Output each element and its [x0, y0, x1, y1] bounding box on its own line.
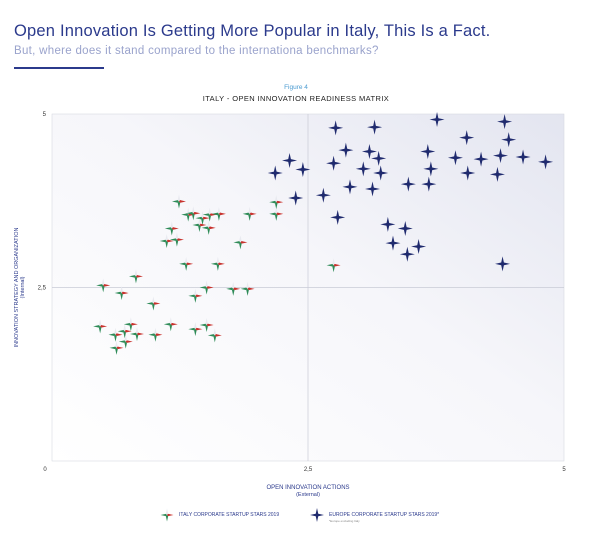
italy-point [188, 322, 203, 337]
italy-point [171, 194, 186, 209]
italy-point [179, 256, 194, 271]
europe-point [493, 148, 509, 164]
italy-point [211, 206, 226, 221]
title-underline [14, 67, 104, 69]
italy-point [159, 234, 174, 249]
europe-point [538, 154, 554, 170]
europe-point [326, 155, 342, 171]
italy-point [128, 269, 143, 284]
legend-europe-marker [310, 508, 324, 522]
page-subtitle: But, where does it stand compared to the… [14, 45, 379, 57]
x-tick-label: 0 [43, 467, 47, 473]
italy-point [240, 281, 255, 296]
italy-point [109, 340, 124, 355]
europe-point [288, 190, 304, 206]
europe-point [385, 235, 401, 251]
italy-point [117, 324, 132, 339]
europe-point [421, 176, 437, 192]
italy-point [146, 296, 161, 311]
chart-title: ITALY - OPEN INNOVATION READINESS MATRIX [202, 94, 390, 103]
europe-point [338, 142, 354, 158]
europe-point [473, 151, 489, 167]
italy-point [114, 286, 129, 301]
italy-point [164, 221, 179, 236]
europe-point [460, 165, 476, 181]
europe-point [367, 119, 383, 135]
x-axis-label: OPEN INNOVATION ACTIONS [266, 485, 349, 491]
italy-point [169, 232, 184, 247]
europe-point [365, 181, 381, 197]
europe-point [429, 112, 445, 128]
europe-point [420, 143, 436, 159]
italy-point [199, 317, 214, 332]
y-axis-sublabel: (Internal) [20, 276, 26, 298]
italy-point [188, 288, 203, 303]
italy-point [118, 334, 133, 349]
italy-point [96, 278, 111, 293]
y-tick-label: 5 [43, 112, 47, 118]
y-tick-label: 2,5 [38, 286, 47, 292]
italy-point [269, 195, 284, 210]
x-tick-label: 2,5 [304, 467, 313, 473]
europe-point [267, 165, 283, 181]
y-axis-label: INNOVATION STRATEGY AND ORGANIZATION [14, 228, 20, 348]
europe-point [328, 120, 344, 136]
italy-point [123, 317, 138, 332]
italy-point [201, 220, 216, 235]
italy-point [192, 218, 207, 233]
italy-point [242, 206, 257, 221]
europe-point [495, 256, 511, 272]
scatter-chart: 0 2,5 5 2,5 5 OPEN INNOVATION ACTIONS(Externa… [14, 112, 566, 498]
europe-point [447, 150, 463, 166]
italy-point [195, 211, 210, 226]
europe-point [315, 187, 331, 203]
legend-label-italy: ITALY CORPORATE STARTUP STARS 2019 [179, 512, 280, 518]
italy-star-icon [160, 508, 174, 522]
europe-point [295, 162, 311, 178]
x-axis-sublabel: (External) [296, 492, 320, 498]
europe-point [371, 150, 387, 166]
italy-point [148, 327, 163, 342]
italy-point [269, 206, 284, 221]
figure-label: Figure 4 [284, 84, 308, 91]
legend-italy-marker [160, 508, 174, 522]
europe-point [411, 239, 427, 255]
italy-point [181, 207, 196, 222]
italy-point [210, 256, 225, 271]
europe-point [459, 130, 475, 146]
italy-point [108, 327, 123, 342]
italy-point [207, 328, 222, 343]
europe-point [489, 166, 505, 182]
italy-point [163, 317, 178, 332]
europe-point [397, 221, 413, 237]
europe-point [330, 209, 346, 225]
italy-point [226, 281, 241, 296]
europe-point [515, 149, 531, 165]
europe-point [400, 176, 416, 192]
italy-point [202, 207, 217, 222]
page-title: Open Innovation Is Getting More Popular … [14, 22, 491, 40]
x-tick-label: 5 [562, 467, 566, 473]
italy-point [93, 319, 108, 334]
legend-label-europe: EUROPE CORPORATE STARTUP STARS 2019* [329, 512, 440, 518]
italy-point [326, 258, 341, 273]
europe-point [373, 165, 389, 181]
europe-point [423, 161, 439, 177]
legend-footnote: *Europe excluding Italy [329, 519, 360, 523]
europe-point [501, 132, 517, 148]
italy-point [199, 280, 214, 295]
europe-point [355, 161, 371, 177]
europe-point [342, 179, 358, 195]
italy-point [129, 326, 144, 341]
europe-point [399, 246, 415, 262]
europe-point [380, 216, 396, 232]
europe-point [497, 114, 513, 130]
italy-point [186, 206, 201, 221]
europe-point [282, 152, 298, 168]
europe-star-icon [310, 508, 324, 522]
europe-point [361, 143, 377, 159]
italy-point [233, 235, 248, 250]
